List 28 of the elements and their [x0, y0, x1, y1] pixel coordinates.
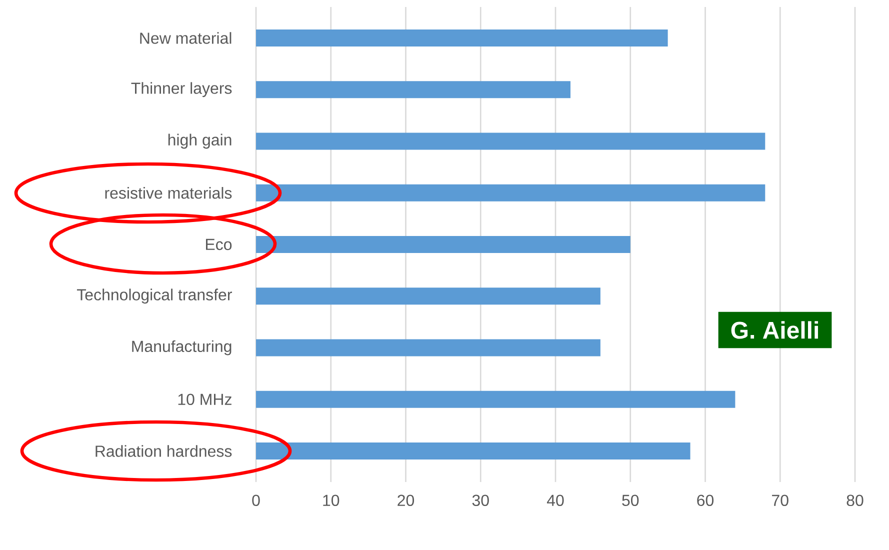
y-tick-label: Thinner layers [131, 82, 232, 98]
annotation: G. Aielli [731, 321, 818, 339]
y-tick-label: 10 MHz [178, 394, 232, 406]
y-tick-label: resistive materials [105, 187, 232, 199]
x-tick-label: 40 [546, 494, 564, 506]
y-tick-label: Manufacturing [132, 340, 232, 356]
x-tick-label: 20 [398, 494, 414, 506]
bar [256, 81, 570, 98]
x-tick-label: 50 [622, 494, 639, 506]
x-tick-label: 80 [846, 494, 864, 506]
y-tick-label: high gain [168, 134, 232, 149]
bar [256, 288, 600, 305]
x-tick-label: 30 [472, 494, 489, 506]
x-tick-label: 10 [323, 494, 340, 506]
bar [256, 390, 736, 408]
bar [256, 339, 600, 356]
y-tick-label: Technological transfer [76, 288, 232, 304]
bar [256, 236, 630, 253]
x-tick-label: 60 [697, 494, 714, 506]
bar [256, 132, 766, 150]
bar [256, 184, 766, 202]
y-tick-label: New material [140, 32, 232, 44]
x-tick-label: 0 [252, 494, 260, 506]
y-tick-label: Radiation hardness [96, 445, 232, 457]
bar [256, 442, 690, 460]
bar [256, 29, 668, 46]
y-tick-label: Eco [206, 238, 232, 250]
x-tick-label: 70 [772, 494, 788, 506]
